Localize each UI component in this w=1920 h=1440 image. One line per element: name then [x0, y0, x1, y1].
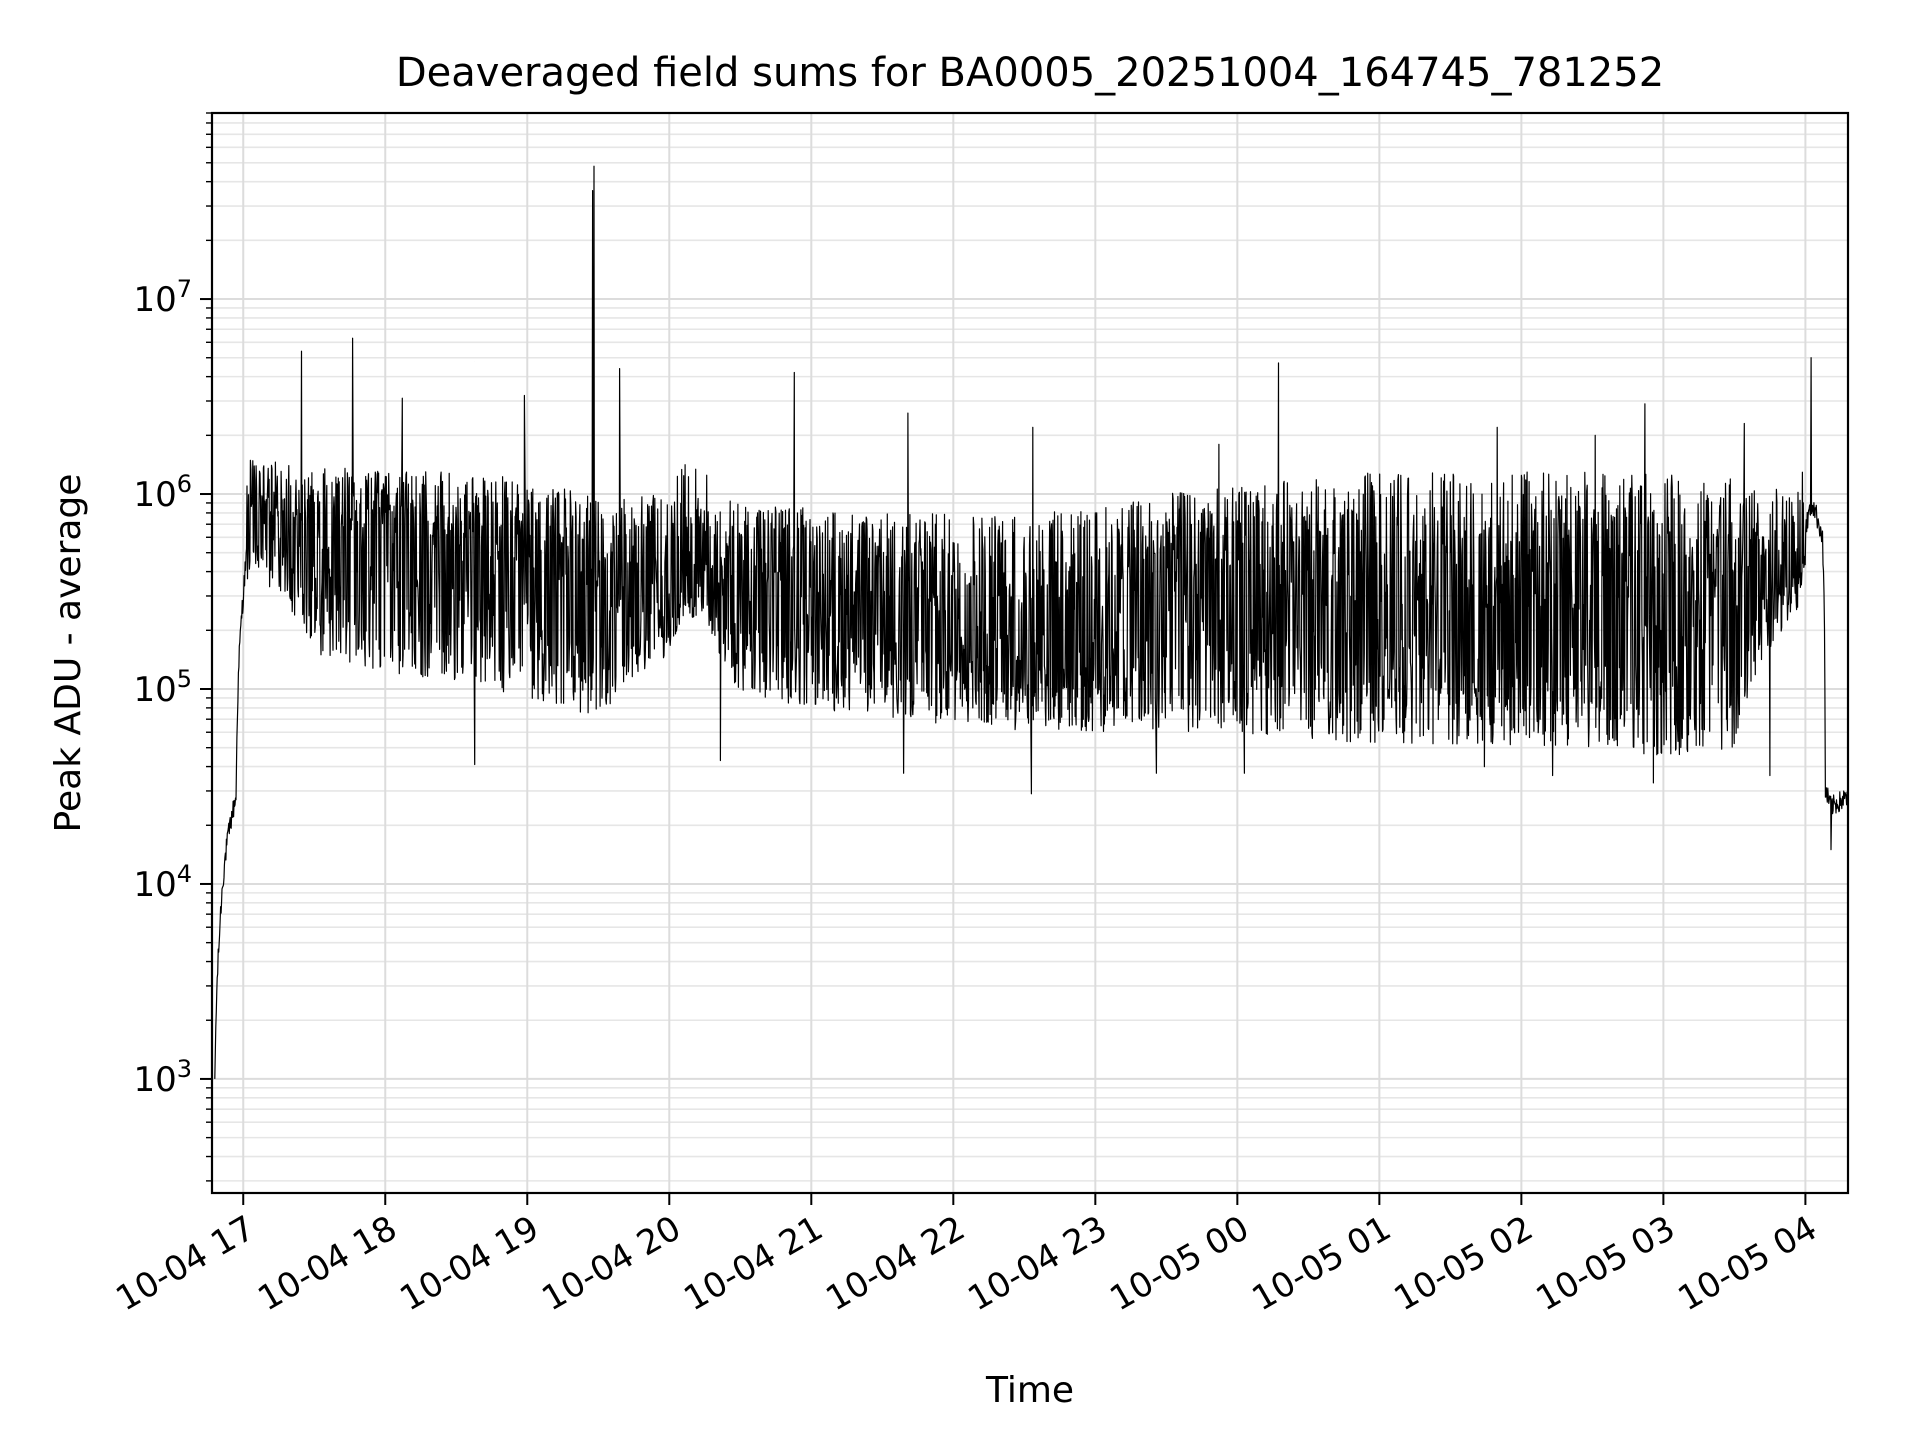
y-axis-label: Peak ADU - average [48, 474, 89, 833]
y-tick-label: 107 [133, 275, 192, 320]
y-tick-label: 106 [133, 470, 192, 515]
grid [212, 112, 1848, 1193]
y-tick-label: 104 [133, 860, 192, 905]
y-axis-ticks: 103 104 105 106 107 [133, 275, 192, 1100]
plot-frame [210, 111, 1850, 1195]
y-tick-label: 105 [133, 665, 192, 710]
series-line-group [214, 165, 1848, 1079]
chart-title: Deaveraged field sums for BA0005_2025100… [396, 50, 1664, 96]
x-axis-label: Time [985, 1370, 1074, 1411]
y-tick-label: 103 [133, 1055, 192, 1100]
y-minor-ticks [200, 112, 212, 1182]
